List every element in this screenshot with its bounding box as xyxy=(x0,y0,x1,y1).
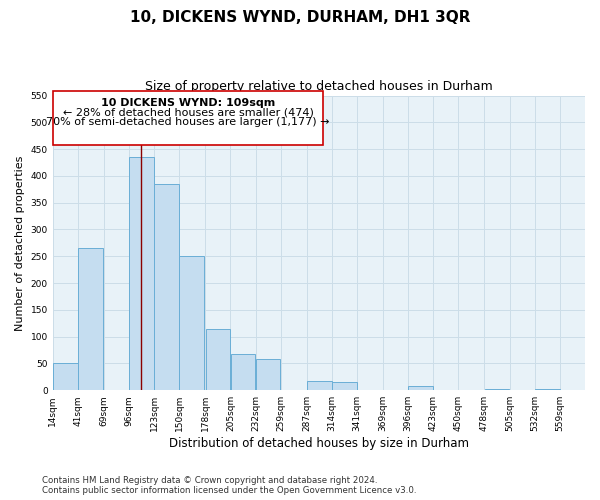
X-axis label: Distribution of detached houses by size in Durham: Distribution of detached houses by size … xyxy=(169,437,469,450)
Text: 10, DICKENS WYND, DURHAM, DH1 3QR: 10, DICKENS WYND, DURHAM, DH1 3QR xyxy=(130,10,470,25)
Bar xyxy=(332,382,357,390)
Bar xyxy=(409,386,433,390)
Text: 10 DICKENS WYND: 109sqm: 10 DICKENS WYND: 109sqm xyxy=(101,98,275,108)
Text: 70% of semi-detached houses are larger (1,177) →: 70% of semi-detached houses are larger (… xyxy=(46,117,330,127)
Title: Size of property relative to detached houses in Durham: Size of property relative to detached ho… xyxy=(145,80,493,93)
Bar xyxy=(485,389,509,390)
Bar xyxy=(53,364,77,390)
Bar xyxy=(154,184,179,390)
FancyBboxPatch shape xyxy=(53,92,323,146)
Bar xyxy=(179,256,204,390)
Bar xyxy=(256,359,280,390)
Bar xyxy=(535,389,560,390)
Bar xyxy=(307,380,332,390)
Text: ← 28% of detached houses are smaller (474): ← 28% of detached houses are smaller (47… xyxy=(62,108,314,118)
Bar xyxy=(230,354,256,390)
Y-axis label: Number of detached properties: Number of detached properties xyxy=(15,155,25,330)
Text: Contains public sector information licensed under the Open Government Licence v3: Contains public sector information licen… xyxy=(42,486,416,495)
Text: Contains HM Land Registry data © Crown copyright and database right 2024.: Contains HM Land Registry data © Crown c… xyxy=(42,476,377,485)
Bar xyxy=(78,248,103,390)
Bar xyxy=(129,157,154,390)
Bar xyxy=(206,328,230,390)
